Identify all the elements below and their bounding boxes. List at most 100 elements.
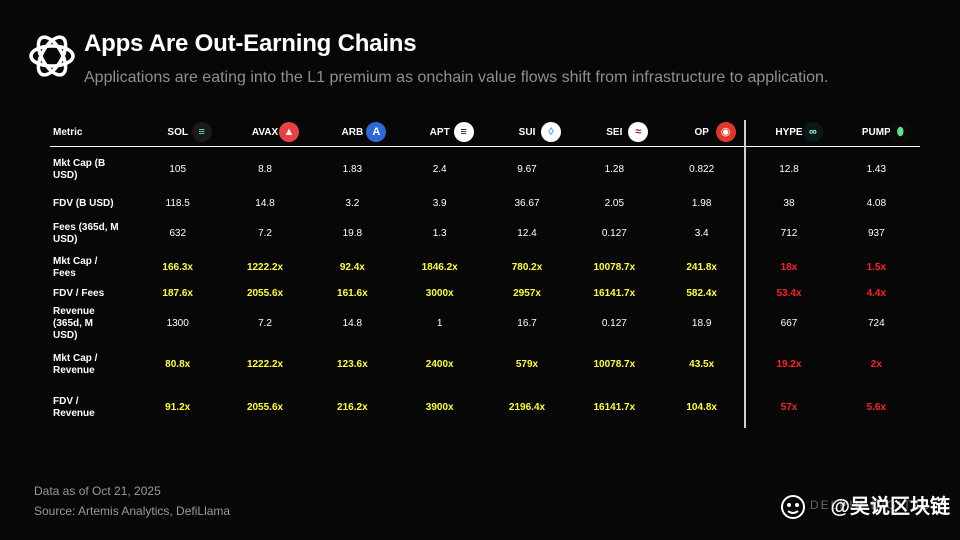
- column-header-avax: AVAX ▲: [221, 120, 309, 147]
- data-date: Data as of Oct 21, 2025: [34, 484, 161, 498]
- cell-apt: 3900x: [425, 401, 454, 413]
- cell-avax: 14.8: [255, 197, 275, 209]
- column-label: ARB: [341, 127, 364, 138]
- column-header-apt: APT ≡: [396, 120, 484, 147]
- cell-pump: 1.5x: [866, 261, 887, 273]
- cell-sui: 12.4: [517, 227, 537, 239]
- delphi-logo-icon: [29, 35, 75, 77]
- cell-arb: 92.4x: [339, 261, 365, 273]
- row-metric-label: Mkt Cap (B USD): [53, 157, 106, 181]
- cell-sui: 780.2x: [511, 261, 543, 273]
- cell-op: 241.8x: [686, 261, 717, 273]
- cell-avax: 2055.6x: [246, 401, 284, 413]
- column-label: OP: [694, 127, 709, 138]
- watermark-text: @吴说区块链: [830, 496, 950, 518]
- row-metric-label: Revenue (365d, M USD): [53, 305, 95, 341]
- table-header-row: Metric SOL ≡ AVAX ▲ ARB A APT ≡ SUI ◊ SEI ≈ OP ◉ HYPE ∞…: [50, 120, 920, 147]
- column-header-pump: PUMP ⬮: [832, 120, 920, 147]
- row-metric-label: FDV / Fees: [53, 287, 105, 299]
- data-source: Source: Artemis Analytics, DefiLlama: [34, 504, 231, 518]
- cell-op: 104.8x: [686, 401, 717, 413]
- solana-icon: ≡: [191, 122, 212, 142]
- cell-apt: 3000x: [425, 287, 454, 299]
- cell-arb: 3.2: [345, 197, 360, 209]
- cell-pump: 4.08: [866, 197, 887, 209]
- table-row: FDV / Fees 187.6x 2055.6x 161.6x 3000x 2957x 1…: [50, 283, 920, 305]
- cell-avax: 7.2: [258, 317, 272, 329]
- cell-op: 43.5x: [689, 358, 715, 370]
- cell-arb: 1.83: [342, 163, 363, 175]
- sui-icon: ◊: [540, 122, 561, 142]
- sei-icon: ≈: [628, 122, 649, 142]
- cell-hype: 667: [780, 317, 798, 329]
- table-row: Mkt Cap (B USD) 105 8.8 1.83 2.4 9.67 1.28 0.82…: [50, 147, 920, 193]
- column-header-sei: SEI ≈: [570, 120, 658, 147]
- pump-icon: ⬮: [890, 122, 911, 142]
- cell-sui: 2957x: [513, 287, 541, 299]
- row-metric-label: FDV / Revenue: [53, 395, 95, 419]
- cell-pump: 724: [867, 317, 885, 329]
- cell-hype: 712: [780, 227, 798, 239]
- cell-hype: 18x: [780, 261, 798, 273]
- cell-sei: 16141.7x: [593, 287, 636, 299]
- row-metric-label: Fees (365d, M USD): [53, 221, 119, 245]
- cell-op: 582.4x: [686, 287, 717, 299]
- cell-sei: 16141.7x: [593, 401, 636, 413]
- footer: Data as of Oct 21, 2025 Source: Artemis …: [34, 481, 230, 521]
- table-row: Mkt Cap / Fees 166.3x 1222.2x 92.4x 1846.2x 7…: [50, 253, 920, 283]
- cell-pump: 2x: [870, 358, 882, 370]
- cell-sui: 9.67: [517, 163, 537, 175]
- table-row: FDV / Revenue 91.2x 2055.6x 216.2x 3900x 2196…: [50, 387, 920, 429]
- cell-op: 0.822: [689, 163, 715, 175]
- cell-sol: 166.3x: [162, 261, 193, 273]
- aptos-icon: ≡: [453, 122, 474, 142]
- cell-sei: 2.05: [604, 197, 625, 209]
- cell-op: 3.4: [694, 227, 709, 239]
- cell-op: 1.98: [691, 197, 712, 209]
- cell-pump: 937: [867, 227, 885, 239]
- row-metric-label: FDV (B USD): [53, 197, 114, 209]
- column-label: PUMP: [861, 127, 891, 138]
- cell-arb: 123.6x: [337, 358, 368, 370]
- cell-sei: 0.127: [601, 227, 627, 239]
- cell-sui: 2196.4x: [508, 401, 546, 413]
- cell-hype: 53.4x: [776, 287, 802, 299]
- cell-sol: 91.2x: [165, 401, 191, 413]
- cell-arb: 161.6x: [337, 287, 368, 299]
- cell-apt: 1846.2x: [421, 261, 458, 273]
- cell-hype: 38: [783, 197, 795, 209]
- cell-hype: 12.8: [779, 163, 799, 175]
- cell-apt: 1.3: [432, 227, 447, 239]
- cell-sui: 16.7: [517, 317, 537, 329]
- cell-sei: 0.127: [601, 317, 627, 329]
- cell-arb: 216.2x: [337, 401, 368, 413]
- cell-sei: 1.28: [604, 163, 625, 175]
- chains-apps-divider: [744, 120, 746, 428]
- column-label: APT: [429, 127, 450, 138]
- column-header-sol: SOL ≡: [134, 120, 222, 147]
- table-row: Mkt Cap / Revenue 80.8x 1222.2x 123.6x 2400x…: [50, 343, 920, 387]
- cell-sol: 632: [169, 227, 187, 239]
- arbitrum-icon: A: [366, 122, 387, 142]
- row-metric-label: Mkt Cap / Revenue: [53, 352, 98, 376]
- avalanche-icon: ▲: [278, 122, 299, 142]
- column-label: SEI: [606, 127, 623, 138]
- column-header-sui: SUI ◊: [483, 120, 571, 147]
- column-header-hype: HYPE ∞: [745, 120, 833, 147]
- column-header-arb: ARB A: [308, 120, 397, 147]
- cell-apt: 3.9: [432, 197, 447, 209]
- cell-pump: 1.43: [866, 163, 887, 175]
- cell-sui: 36.67: [514, 197, 540, 209]
- cell-avax: 1222.2x: [246, 261, 284, 273]
- cell-pump: 4.4x: [866, 287, 887, 299]
- watermark-icon: [781, 495, 805, 519]
- valuation-table: Metric SOL ≡ AVAX ▲ ARB A APT ≡ SUI ◊ SEI ≈ OP ◉ HYPE ∞…: [50, 120, 920, 429]
- cell-sol: 1300: [166, 317, 189, 329]
- optimism-icon: ◉: [715, 122, 736, 142]
- table-row: FDV (B USD) 118.5 14.8 3.2 3.9 36.67 2.05 1.98 3…: [50, 193, 920, 215]
- cell-avax: 1222.2x: [246, 358, 284, 370]
- cell-sol: 118.5: [165, 197, 190, 209]
- cell-sol: 80.8x: [165, 358, 191, 370]
- row-metric-label: Mkt Cap / Fees: [53, 255, 98, 279]
- column-label: SUI: [518, 127, 536, 138]
